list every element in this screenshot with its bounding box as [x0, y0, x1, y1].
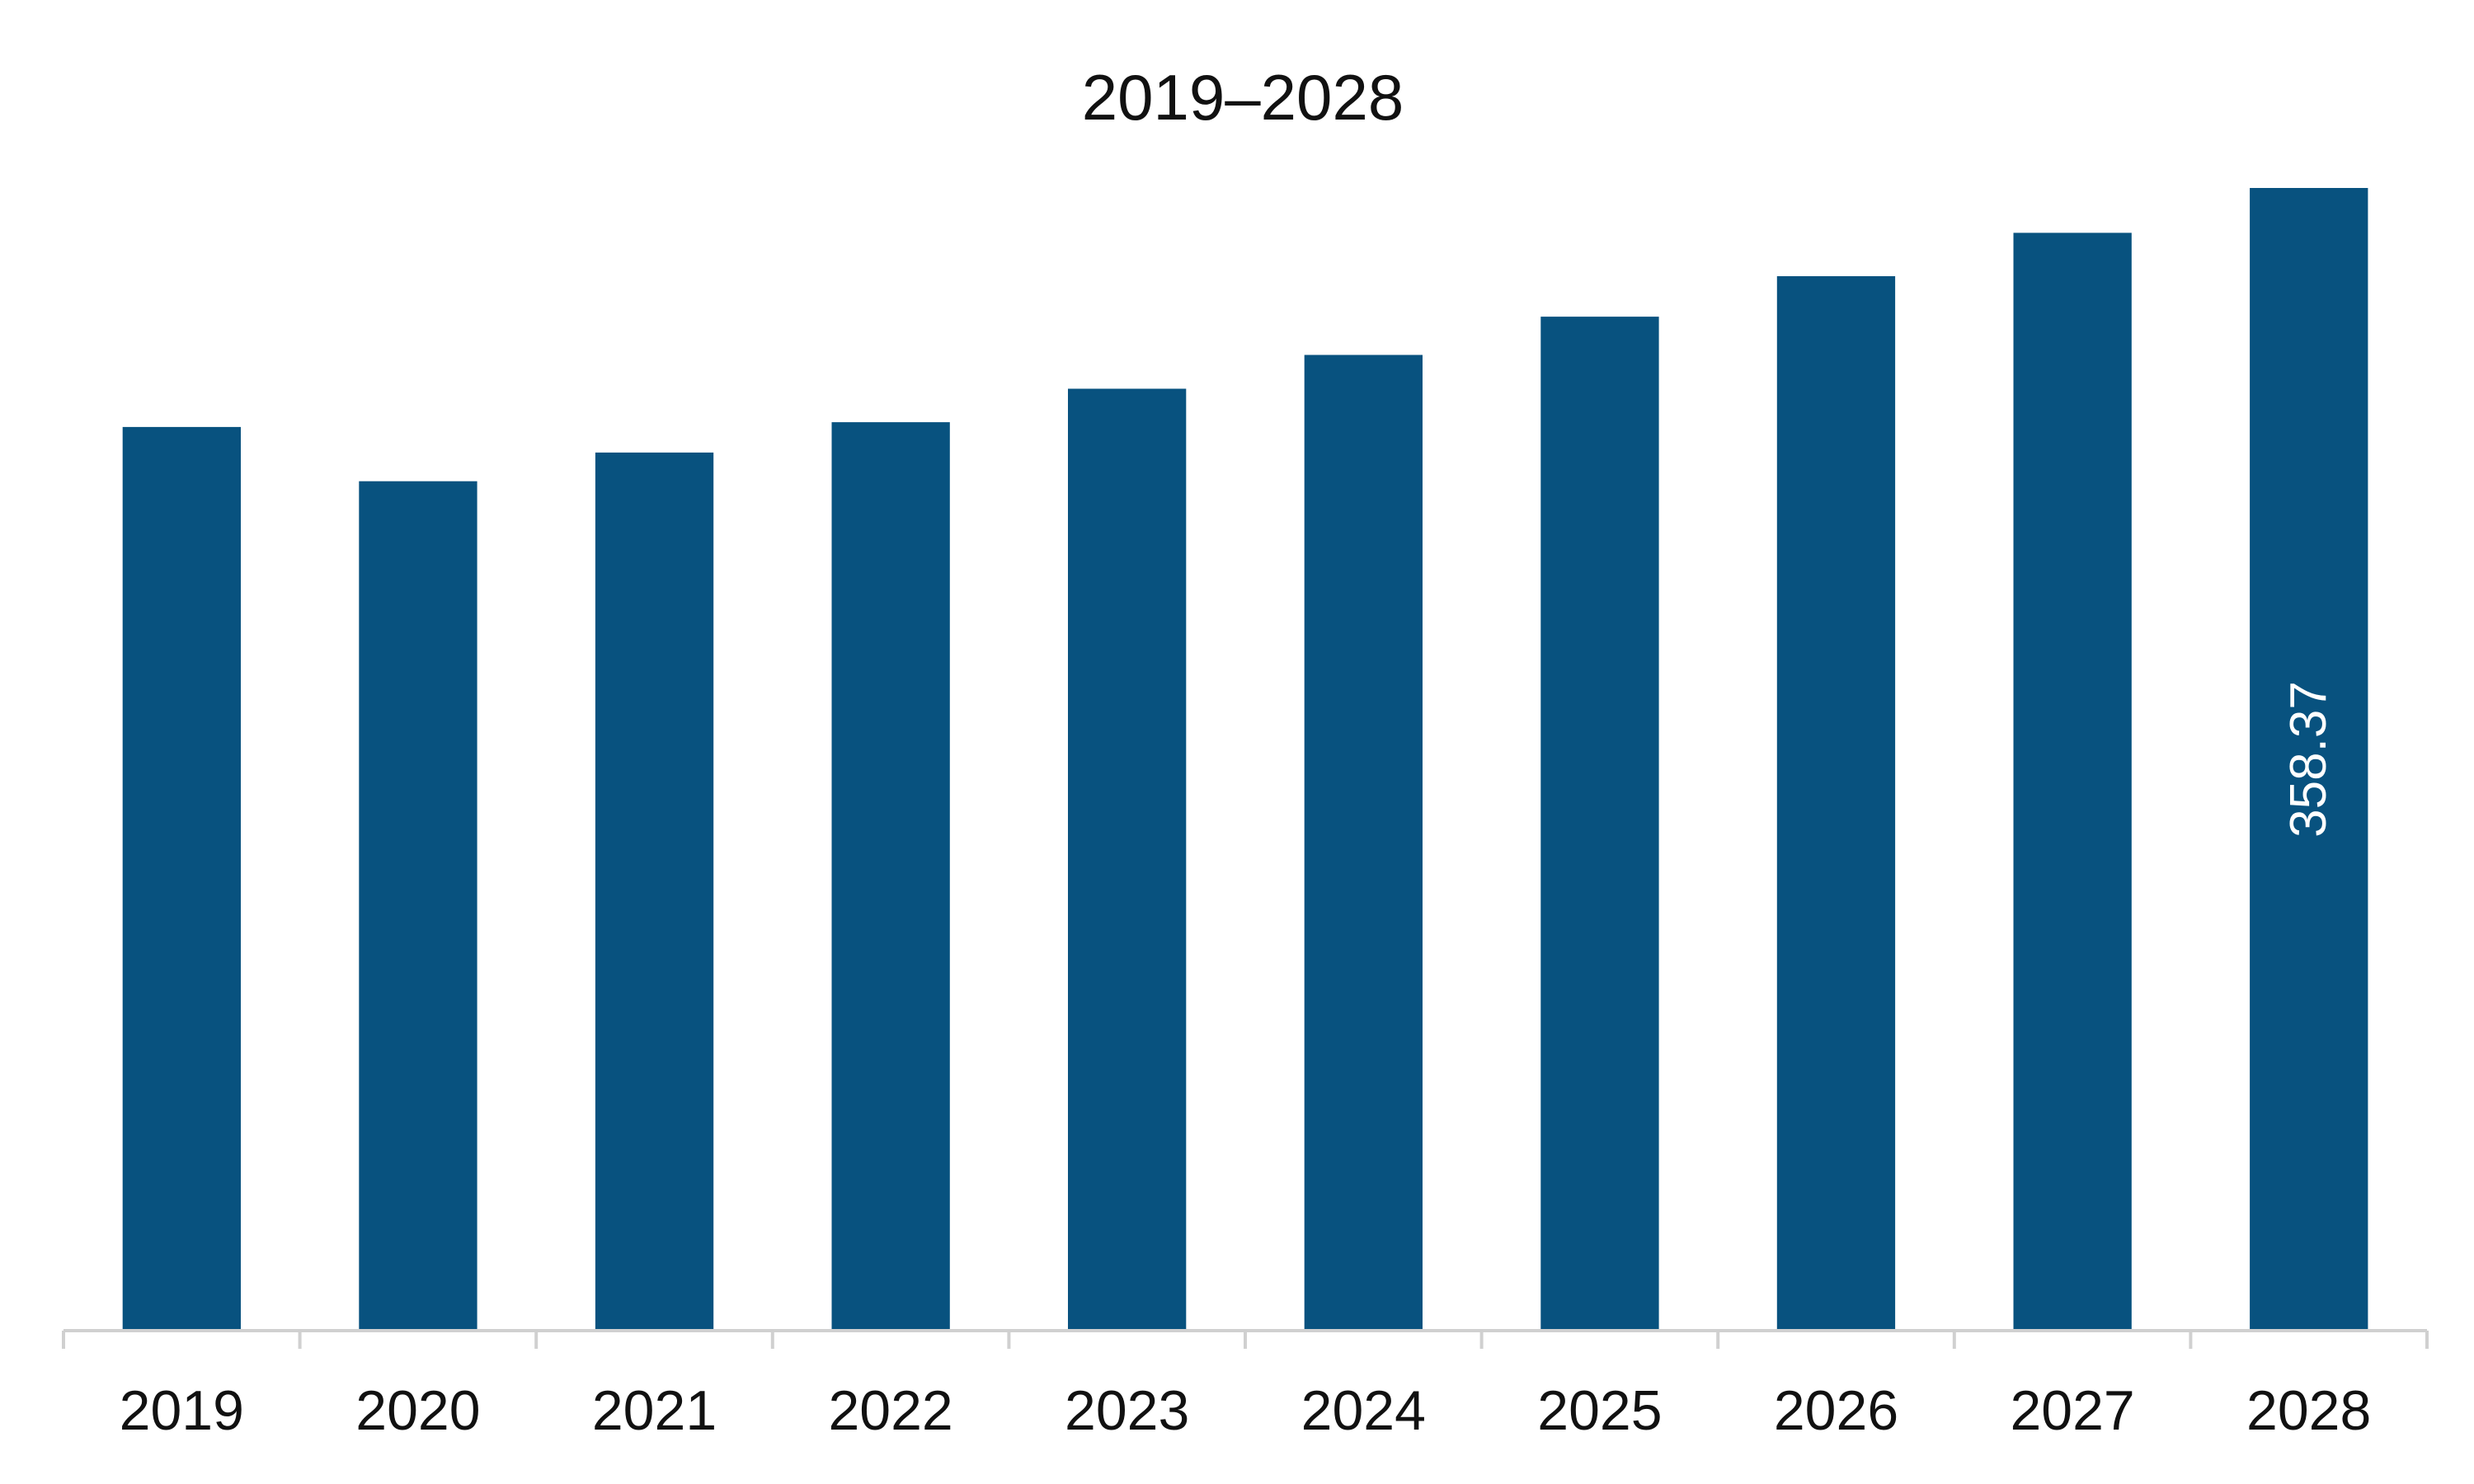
bar-2023: [1068, 388, 1187, 1331]
bar-2024: [1304, 355, 1423, 1331]
labels-layer: 2019 2020 2021 2022 2023 2024 2025 2026 2027 2028…: [120, 681, 2372, 1442]
x-tick-label-2024: 2024: [1301, 1379, 1426, 1442]
x-tick-label-2027: 2027: [2010, 1379, 2134, 1442]
bar-2027: [2013, 232, 2132, 1331]
bar-2026: [1776, 276, 1896, 1331]
bar-2022: [831, 422, 950, 1331]
data-label-2028: 358.37: [2280, 681, 2337, 838]
x-tick-label-2020: 2020: [355, 1379, 480, 1442]
bars-layer: [122, 188, 2368, 1331]
x-tick-label-2026: 2026: [1774, 1379, 1898, 1442]
chart-title: 2019–2028: [1082, 61, 1404, 134]
x-tick-label-2023: 2023: [1065, 1379, 1189, 1442]
bar-2028: [2250, 188, 2368, 1331]
x-tick-label-2021: 2021: [592, 1379, 717, 1442]
x-axis: [62, 1329, 2429, 1349]
x-tick-label-2025: 2025: [1537, 1379, 1662, 1442]
x-tick-label-2028: 2028: [2246, 1379, 2371, 1442]
x-tick-label-2022: 2022: [828, 1379, 952, 1442]
x-tick-label-2019: 2019: [120, 1379, 244, 1442]
bar-2021: [595, 452, 714, 1331]
bar-2020: [359, 481, 477, 1331]
bar-2025: [1540, 317, 1659, 1331]
bar-2019: [122, 426, 241, 1331]
